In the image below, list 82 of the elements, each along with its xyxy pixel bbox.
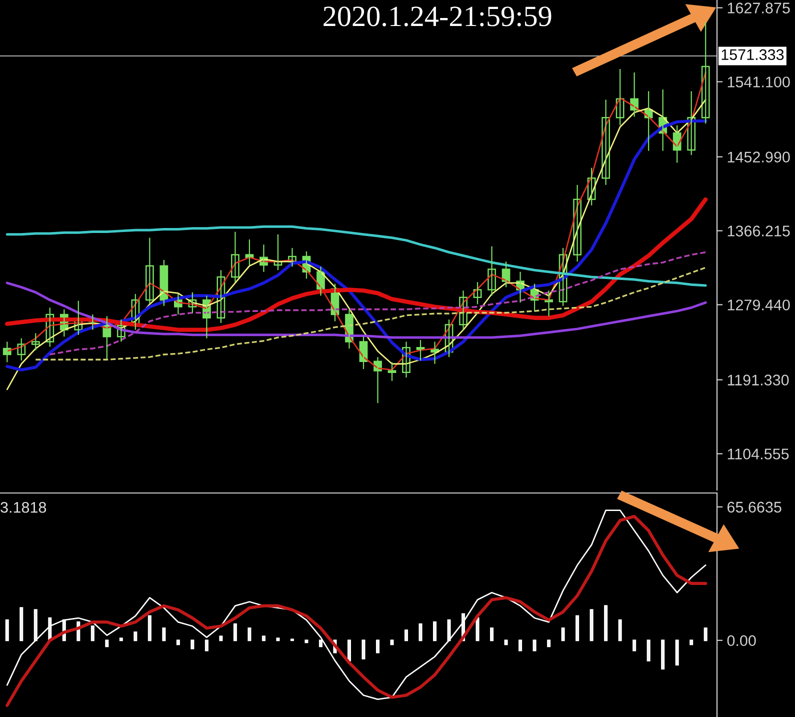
- bar: [476, 617, 480, 642]
- y-tick-label: 1541.100: [728, 76, 790, 88]
- bar: [176, 640, 180, 646]
- bar: [20, 607, 24, 642]
- bar: [304, 640, 308, 644]
- chart-title: 2020.1.24-21:59:59: [324, 6, 552, 26]
- candlestick: [459, 290, 468, 330]
- candlestick: [444, 319, 454, 358]
- line-series: [6, 225, 707, 287]
- bar: [390, 640, 394, 646]
- candlestick: [558, 247, 568, 306]
- bar: [690, 640, 694, 646]
- candlestick: [616, 68, 624, 126]
- candlestick: [402, 341, 410, 378]
- bar: [347, 640, 351, 662]
- candlestick: [231, 231, 240, 283]
- candlestick: [31, 332, 40, 351]
- bar: [704, 627, 708, 642]
- candlestick: [602, 99, 610, 186]
- bar: [518, 640, 522, 652]
- bar: [90, 625, 94, 642]
- bar: [504, 640, 508, 646]
- bar: [590, 609, 594, 642]
- bar: [362, 640, 366, 660]
- bar: [105, 640, 109, 648]
- ref-line-label: 1571.333: [722, 49, 784, 60]
- bar: [248, 627, 252, 642]
- bar: [547, 640, 551, 648]
- y-tick-label: 1104.555: [728, 448, 789, 460]
- candlestick: [116, 319, 126, 342]
- bar: [119, 638, 123, 642]
- line-series: [48, 251, 706, 356]
- y-tick-label: 1279.440: [728, 300, 790, 310]
- bar: [219, 636, 223, 642]
- bar: [561, 627, 565, 642]
- bar: [447, 619, 451, 642]
- bar: [490, 627, 494, 642]
- candlestick: [573, 184, 582, 262]
- candlestick: [46, 307, 54, 348]
- line-series: [6, 282, 707, 339]
- bar: [276, 638, 280, 642]
- y-tick-label: 65.6635: [728, 502, 782, 513]
- bar: [204, 640, 208, 652]
- bar: [404, 630, 408, 642]
- bar: [646, 640, 650, 662]
- bar: [576, 615, 580, 642]
- bar: [34, 609, 38, 642]
- candlestick: [473, 282, 482, 305]
- candlestick: [488, 246, 496, 296]
- bar: [675, 640, 679, 666]
- bar: [190, 640, 194, 650]
- candlestick: [216, 270, 226, 324]
- bar: [632, 640, 636, 652]
- bar: [162, 627, 166, 642]
- candlestick: [587, 167, 596, 206]
- bar: [532, 640, 536, 652]
- candlestick: [687, 90, 696, 156]
- candlestick: [701, 22, 710, 124]
- annotation: 3.1818: [0, 502, 46, 513]
- bar: [5, 619, 9, 642]
- bar: [233, 623, 237, 642]
- bar: [618, 619, 622, 642]
- bar: [134, 632, 138, 642]
- candlestick: [188, 292, 197, 314]
- y-tick-label: 0.00: [727, 635, 756, 646]
- bar: [148, 615, 152, 642]
- y-tick-label: 1366.215: [728, 226, 790, 236]
- bar: [318, 640, 322, 648]
- bar: [418, 623, 422, 642]
- line-series: [5, 197, 708, 332]
- y-tick-label: 1191.330: [728, 374, 789, 386]
- bar: [432, 621, 437, 642]
- bar: [604, 605, 608, 642]
- candlestick: [274, 234, 282, 271]
- y-tick-label: 1627.875: [728, 2, 790, 14]
- candlestick: [145, 237, 154, 305]
- bar: [262, 636, 266, 642]
- line-series: [34, 266, 706, 360]
- candlestick: [17, 338, 26, 362]
- y-tick-label: 1452.990: [728, 152, 790, 162]
- bar: [661, 640, 665, 670]
- bar: [376, 640, 380, 654]
